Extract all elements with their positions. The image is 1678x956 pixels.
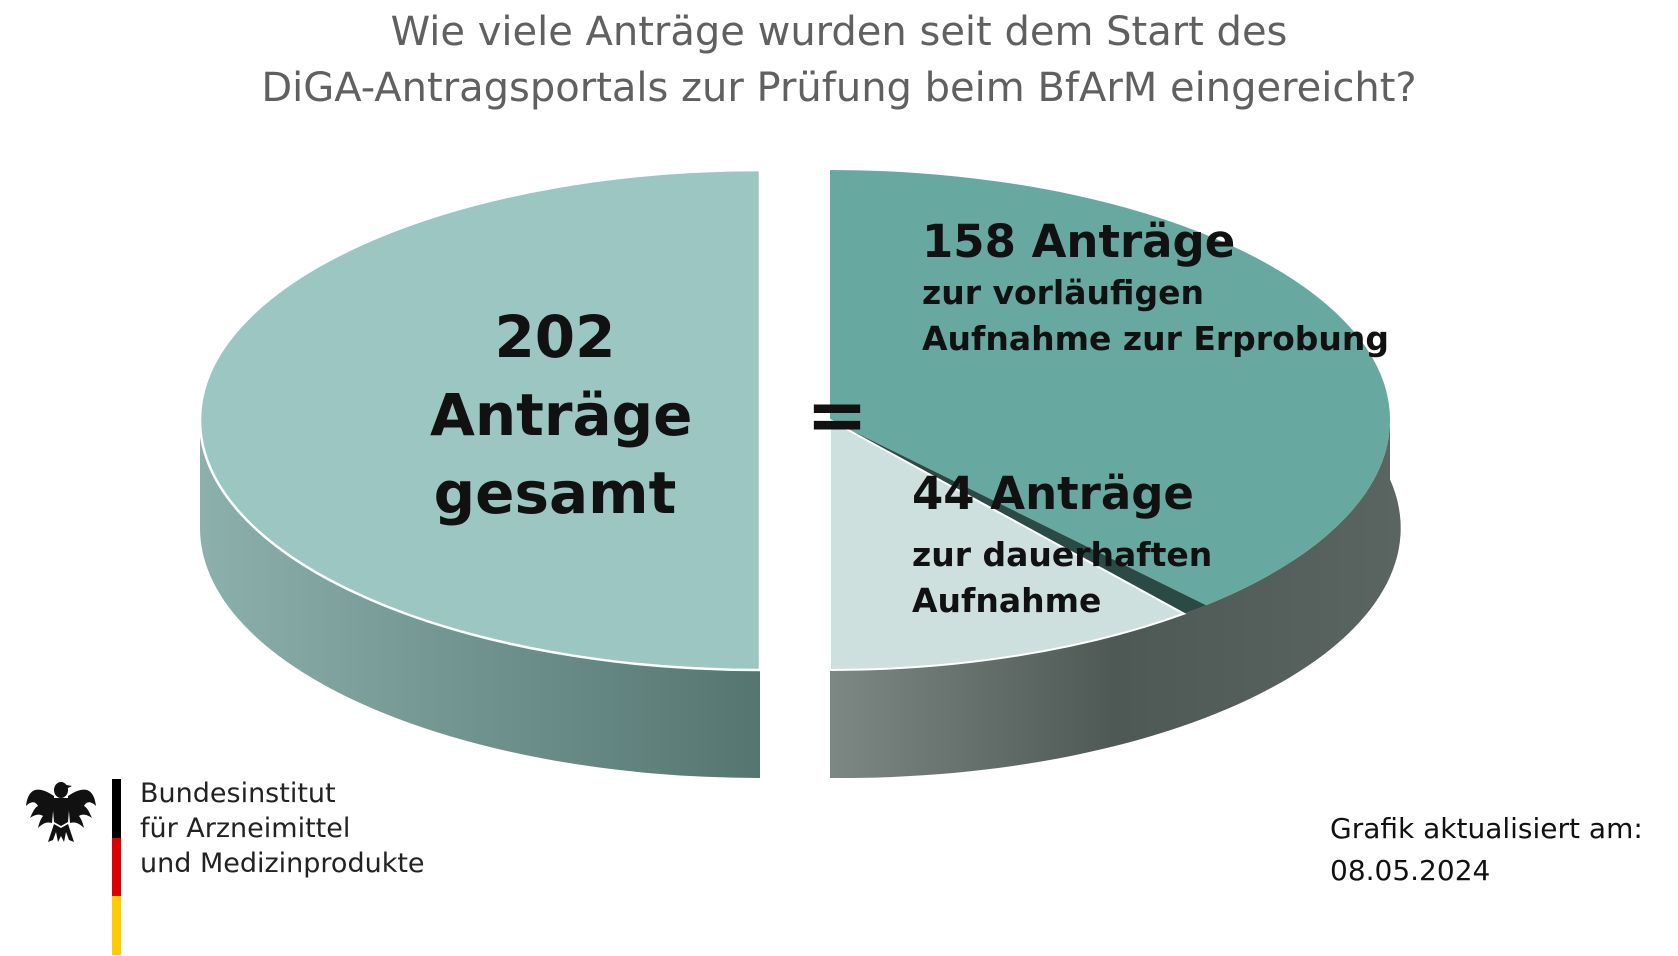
segment-label-permanent: 44 Anträge zur dauerhaften Aufnahme <box>912 466 1212 624</box>
bfarm-logo: Bundesinstitut für Arzneimittel und Medi… <box>26 776 426 956</box>
segment-provisional-value: 158 Anträge <box>922 215 1236 268</box>
total-value: 202 <box>494 303 616 371</box>
update-note-date: 08.05.2024 <box>1330 854 1491 887</box>
total-word: Anträge <box>430 381 693 449</box>
segment-permanent-sub-2: Aufnahme <box>912 581 1102 620</box>
flag-stripe-black <box>112 779 121 838</box>
institution-name-line-1: Bundesinstitut <box>140 778 336 809</box>
chart-title-line-2: DiGA-Antragsportals zur Prüfung beim BfA… <box>261 65 1417 111</box>
pie-side-total <box>200 420 760 778</box>
segment-provisional-sub-2: Aufnahme zur Erprobung <box>922 319 1389 358</box>
update-note-label: Grafik aktualisiert am: <box>1330 812 1643 845</box>
institution-name-line-2: für Arzneimittel <box>140 813 351 844</box>
total-suffix: gesamt <box>433 459 677 527</box>
pie-slice-provisional <box>830 170 1391 606</box>
pie-side-permanent <box>830 420 1401 779</box>
federal-eagle-icon <box>26 782 96 842</box>
segment-permanent-value: 44 Anträge <box>912 467 1194 520</box>
pie-slice-separator <box>830 420 1207 614</box>
flag-stripe-red <box>112 837 121 897</box>
equals-sign: = <box>806 372 869 458</box>
chart-title-line-1: Wie viele Anträge wurden seit dem Start … <box>390 9 1288 55</box>
flag-stripe-gold <box>112 896 121 955</box>
update-note: Grafik aktualisiert am: 08.05.2024 <box>1330 808 1643 892</box>
pie-slice-permanent <box>829 418 1187 672</box>
institution-name: Bundesinstitut für Arzneimittel und Medi… <box>140 776 425 881</box>
german-flag-bar <box>112 779 121 955</box>
segment-permanent-sub-1: zur dauerhaften <box>912 535 1213 574</box>
pie-slice-total <box>198 168 762 672</box>
chart-title: Wie viele Anträge wurden seit dem Start … <box>0 4 1678 116</box>
institution-name-line-3: und Medizinprodukte <box>140 848 425 879</box>
segment-label-provisional: 158 Anträge zur vorläufigen Aufnahme zur… <box>922 214 1389 362</box>
total-label: 202 Anträge gesamt <box>430 298 693 532</box>
segment-provisional-sub-1: zur vorläufigen <box>922 273 1204 312</box>
